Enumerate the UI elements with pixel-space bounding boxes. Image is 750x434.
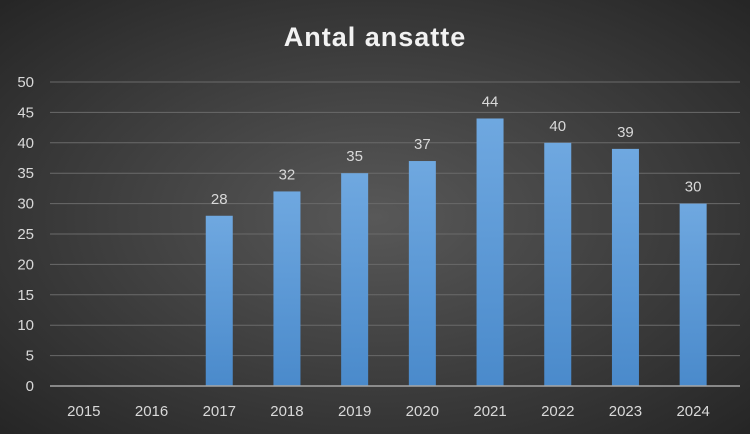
bar-2018 bbox=[273, 191, 301, 386]
y-tick-label: 0 bbox=[26, 378, 34, 395]
y-tick-label: 30 bbox=[17, 196, 34, 213]
x-tick-label: 2019 bbox=[338, 403, 371, 420]
bar-2022 bbox=[544, 142, 572, 386]
y-tick-label: 50 bbox=[17, 74, 34, 91]
x-tick-label: 2017 bbox=[203, 403, 236, 420]
x-tick-label: 2024 bbox=[676, 403, 709, 420]
y-tick-label: 20 bbox=[17, 256, 34, 273]
bar-2020 bbox=[408, 161, 436, 386]
x-tick-label: 2015 bbox=[67, 403, 100, 420]
data-label-2023: 39 bbox=[617, 124, 634, 141]
y-tick-label: 45 bbox=[17, 104, 34, 121]
data-label-2021: 44 bbox=[482, 93, 499, 110]
x-tick-label: 2022 bbox=[541, 403, 574, 420]
x-tick-label: 2018 bbox=[270, 403, 303, 420]
x-tick-label: 2021 bbox=[473, 403, 506, 420]
x-tick-label: 2020 bbox=[406, 403, 439, 420]
data-label-2017: 28 bbox=[211, 191, 228, 208]
bars: 28 32 35 37 44 40 39 30 bbox=[205, 93, 707, 386]
x-tick-label: 2023 bbox=[609, 403, 642, 420]
axes: 0 5 10 15 20 25 30 35 40 45 50 2015 2016 2017 2018 2019… bbox=[17, 74, 740, 420]
bar-2019 bbox=[341, 173, 369, 386]
y-tick-label: 25 bbox=[17, 226, 34, 243]
x-tick-label: 2016 bbox=[135, 403, 168, 420]
data-label-2024: 30 bbox=[685, 179, 702, 196]
bar-2021 bbox=[476, 118, 504, 386]
y-tick-label: 35 bbox=[17, 165, 34, 182]
data-label-2019: 35 bbox=[346, 148, 363, 165]
bar-2024 bbox=[679, 203, 707, 386]
bar-2017 bbox=[205, 215, 233, 386]
bar-2023 bbox=[611, 148, 639, 386]
data-label-2018: 32 bbox=[279, 166, 296, 183]
y-tick-label: 10 bbox=[17, 317, 34, 334]
y-tick-label: 15 bbox=[17, 287, 34, 304]
y-tick-label: 5 bbox=[26, 348, 34, 365]
chart-title: Antal ansatte bbox=[284, 22, 467, 52]
data-label-2022: 40 bbox=[549, 118, 566, 135]
y-tick-label: 40 bbox=[17, 135, 34, 152]
data-label-2020: 37 bbox=[414, 136, 431, 153]
